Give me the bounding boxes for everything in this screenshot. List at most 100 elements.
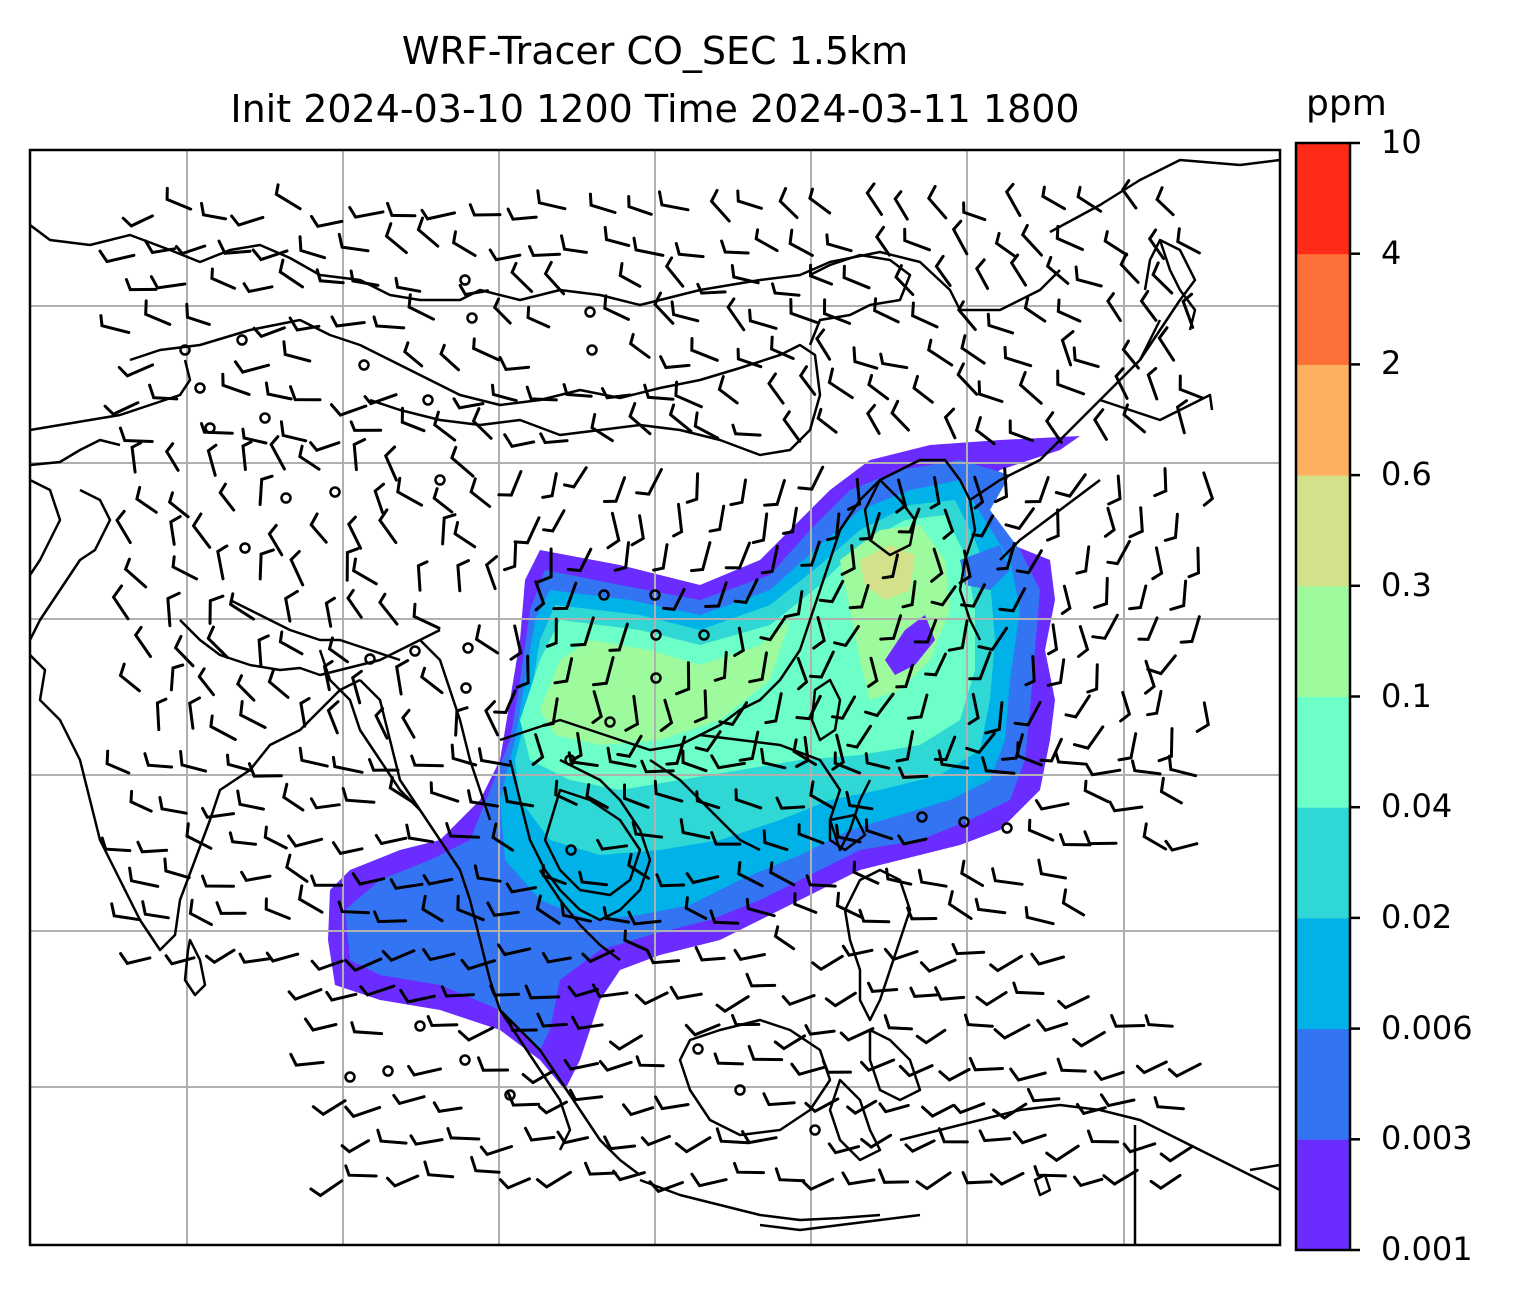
wind-barb [738,730,760,762]
wind-barb [635,468,663,496]
calm-wind-circle [329,486,341,498]
wind-barb [1121,339,1140,370]
wind-barb [921,1103,955,1118]
wind-barb [897,766,929,779]
wind-barb [827,1142,861,1155]
wind-barb [515,654,530,689]
wind-barb [169,515,182,546]
wind-barb [602,476,626,503]
wind-barb [890,399,910,432]
wind-barb [874,225,891,257]
wind-barb [331,755,364,774]
wind-barb [818,579,845,604]
calm-wind-circle [179,344,191,356]
wind-barb [769,861,796,887]
wind-barb [351,557,378,586]
wind-barb [531,733,545,766]
wind-barb [242,282,274,294]
wind-barb [374,834,408,846]
wind-barb [282,782,305,812]
wind-barb [981,756,1016,775]
wind-barb [912,374,934,404]
wind-barb [239,700,267,729]
wind-barb [171,555,199,581]
wind-barb [216,544,229,581]
wind-barb [1151,261,1174,295]
wind-barb [492,297,512,325]
wind-barb [1139,289,1158,322]
wind-barb [149,275,187,290]
wind-barb [606,746,637,768]
wind-barb [560,234,588,254]
wind-barb [713,1052,744,1066]
wind-barb [1036,1018,1069,1033]
wind-barb [1061,888,1086,917]
wind-barb [895,730,915,763]
plume-band-0.1 [540,620,790,745]
wind-barb [907,693,929,720]
wind-barb [816,407,838,434]
wind-barb [450,743,478,767]
wind-barb [665,735,687,766]
calm-wind-circle [344,1071,356,1083]
wind-barb [736,347,763,369]
wind-barb [1155,186,1175,217]
wind-barb [842,264,871,290]
wind-barb [897,507,921,534]
wind-barb [653,779,684,803]
wind-barb [596,838,629,851]
wind-barb [556,1130,590,1145]
wind-barb [493,689,517,715]
wind-barb [628,402,652,436]
wind-barb [616,734,643,759]
wind-barb [793,892,818,914]
wind-barb [904,1139,936,1154]
wind-barb [1045,1144,1080,1163]
wind-barb [209,714,237,741]
wind-barb [947,619,969,652]
calm-wind-circle [466,312,478,324]
wind-barb [812,616,826,650]
colorbar-tick-label: 0.1 [1381,676,1432,715]
wind-barb [403,341,424,368]
wind-barb [903,227,931,252]
wind-barb [858,908,891,924]
wind-barb [1142,822,1168,851]
wind-barb [348,206,385,219]
wind-barb [450,445,475,478]
wind-barb [1030,952,1065,966]
wind-barb [937,749,970,770]
wind-barb [539,432,569,445]
wind-barb [1122,403,1146,434]
wind-barb [762,1092,796,1107]
wind-barb [693,411,720,440]
wind-barb [729,478,747,507]
wind-barb [1103,506,1116,538]
wind-barb [484,555,498,591]
wind-barb [541,863,567,886]
wind-barb [388,776,415,805]
wind-barb [1039,737,1063,763]
wind-barb [792,738,817,766]
wind-barb [1137,616,1159,641]
wind-barb [628,332,651,359]
wind-barb [627,852,650,880]
wind-barb [958,549,972,585]
wind-barb [416,216,440,248]
wind-barb [708,504,726,533]
wind-barb [694,946,726,962]
wind-barb [298,444,321,471]
wind-barb [733,578,759,604]
wind-barb [167,491,190,519]
colorbar-segment [1296,1028,1350,1140]
wind-barb [103,401,140,416]
wind-barb [1024,476,1050,504]
wind-barb [737,861,764,888]
wind-barb [1135,1060,1168,1075]
wind-barb [783,590,804,619]
wind-barb [372,315,406,330]
wind-barb [632,236,665,257]
wind-barb [860,1058,896,1072]
wind-barb [267,668,290,699]
wind-barb [917,868,948,888]
